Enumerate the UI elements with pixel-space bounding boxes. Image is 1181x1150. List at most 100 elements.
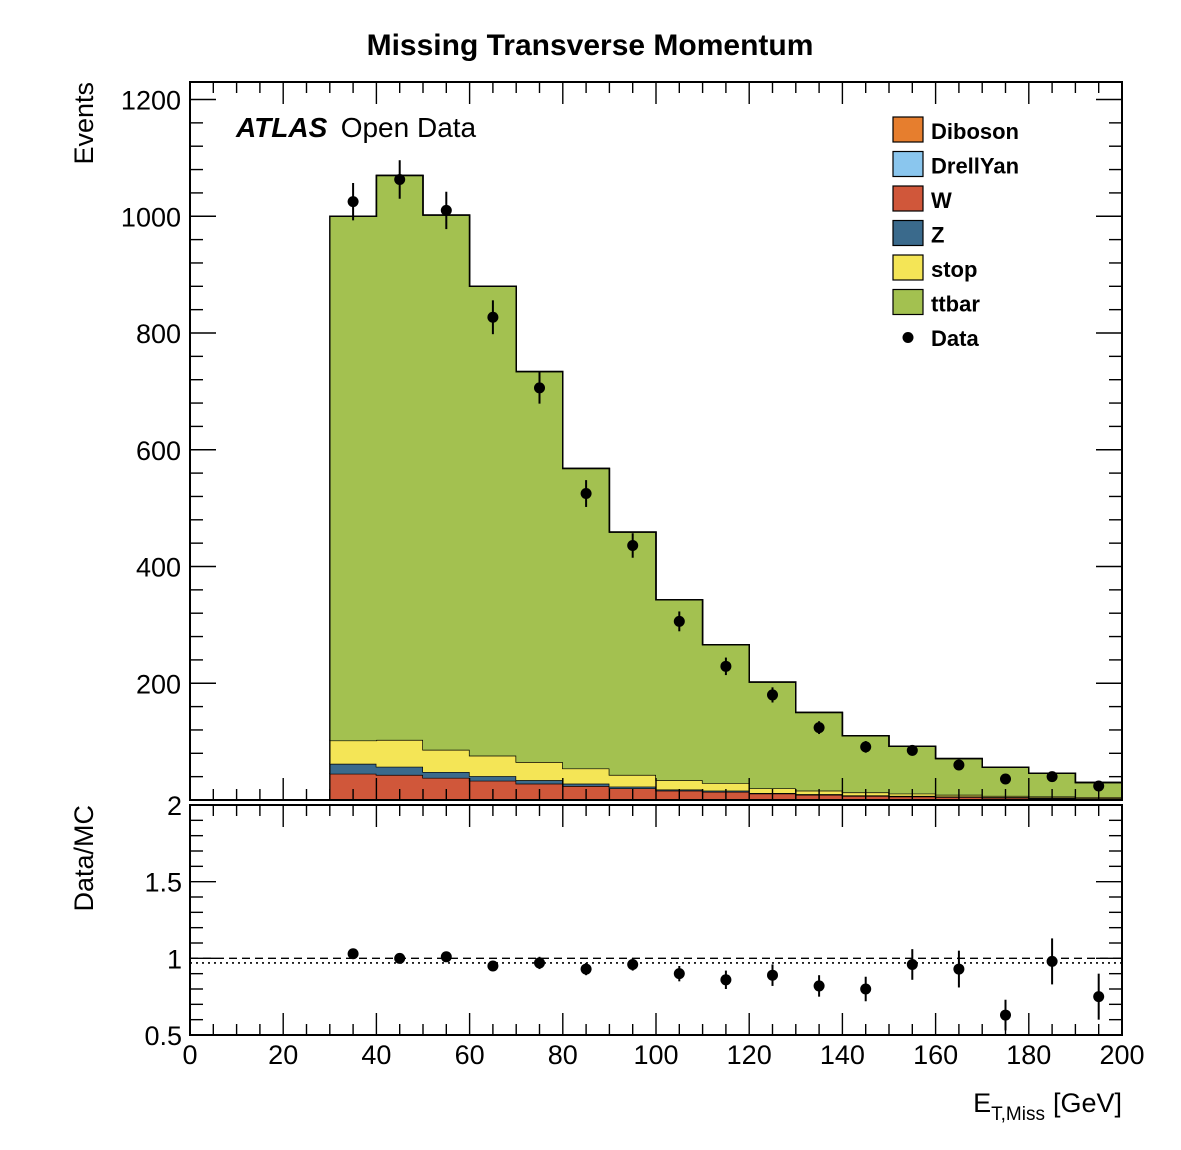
data-marker	[813, 722, 825, 734]
data-point	[1000, 773, 1011, 785]
ratio-marker	[673, 968, 685, 980]
ratio-marker	[347, 948, 359, 960]
x-axis-label-symbol: E	[973, 1088, 991, 1118]
legend-swatch	[892, 219, 924, 247]
y-tick-label: 600	[136, 436, 181, 466]
legend-label: Diboson	[931, 119, 1019, 144]
stack-outline-diboson	[329, 174, 1122, 784]
ratio-point	[1000, 999, 1011, 1031]
ratio-marker	[860, 983, 872, 995]
legend-marker	[902, 332, 914, 343]
data-point	[767, 687, 778, 703]
x-tick-label: 200	[1099, 1040, 1144, 1070]
data-points	[347, 160, 1105, 792]
ratio-marker	[953, 963, 965, 975]
y-axis-label-top: Events	[69, 82, 99, 165]
ratio-frame	[189, 804, 1123, 1036]
ratio-marker	[534, 957, 545, 969]
ratio-marker	[1046, 955, 1058, 967]
legend-swatch	[892, 150, 924, 178]
data-point	[440, 191, 452, 230]
ratio-marker	[627, 958, 639, 970]
data-point	[1046, 771, 1058, 783]
atlas-label-text: Open Data	[341, 112, 477, 143]
data-marker	[860, 741, 872, 753]
data-marker	[627, 539, 639, 551]
x-tick-label: 0	[182, 1040, 197, 1070]
stack-series-ttbar	[329, 174, 1123, 798]
data-marker	[1000, 773, 1011, 785]
ratio-point	[1046, 938, 1058, 985]
x-tick-label: 40	[361, 1040, 391, 1070]
data-point	[534, 372, 545, 404]
stack-area-stop	[329, 739, 1122, 799]
ratio-y-tick-label: 0.5	[144, 1021, 182, 1051]
data-marker	[720, 660, 732, 672]
ratio-marker	[767, 969, 778, 981]
data-marker	[440, 204, 452, 216]
data-marker	[767, 689, 778, 701]
stack-area-ttbar	[329, 175, 1122, 798]
data-marker	[347, 196, 359, 208]
ratio-points	[347, 938, 1105, 1031]
data-point	[906, 744, 918, 756]
data-point	[580, 480, 592, 507]
legend-item-drellyan: DrellYan	[892, 150, 1019, 179]
data-point	[720, 657, 732, 676]
ratio-marker	[1000, 1009, 1011, 1021]
ratio-marker	[580, 963, 592, 975]
legend-label: Data	[931, 326, 979, 351]
x-tick-label: 120	[727, 1040, 772, 1070]
ratio-point	[394, 952, 406, 964]
ratio-marker	[440, 951, 452, 963]
legend-swatch	[892, 116, 924, 143]
data-marker	[580, 488, 592, 500]
data-point	[860, 741, 872, 753]
ratio-point	[627, 958, 639, 971]
data-point	[953, 759, 965, 771]
x-axis-label-subscript: T,Miss	[991, 1104, 1045, 1125]
legend-item-diboson: Diboson	[892, 116, 1019, 144]
atlas-label: ATLAS Open Data	[235, 112, 477, 143]
data-point	[673, 611, 685, 632]
legend-swatch	[892, 254, 924, 281]
ratio-point	[720, 970, 732, 989]
x-tick-label: 20	[268, 1040, 298, 1070]
legend-label: W	[931, 188, 952, 213]
ratio-point	[906, 949, 918, 980]
ratio-point	[580, 962, 592, 976]
ratio-axes: 0.511.520 20 40 60 80 100 120 140 160 180 200	[144, 791, 1144, 1070]
data-point	[487, 300, 499, 335]
ratio-point	[860, 976, 872, 1002]
data-marker	[394, 173, 406, 185]
data-point	[347, 182, 359, 221]
y-tick-label: 400	[136, 553, 181, 583]
y-axis-label-ratio: Data/MC	[69, 805, 99, 912]
legend-item-stop: stop	[892, 254, 977, 282]
y-tick-label: 800	[136, 319, 181, 349]
atlas-label-bold: ATLAS	[235, 112, 328, 143]
data-marker	[1093, 780, 1105, 792]
x-tick-label: 140	[820, 1040, 865, 1070]
ratio-point	[953, 950, 965, 988]
ratio-marker	[487, 960, 499, 972]
x-tick-label: 180	[1006, 1040, 1051, 1070]
ratio-marker	[906, 958, 918, 970]
data-marker	[1046, 771, 1058, 783]
data-marker	[673, 615, 685, 627]
ratio-point	[534, 956, 545, 970]
legend-item-w: W	[892, 185, 952, 213]
ratio-point	[440, 951, 452, 963]
y-tick-label: 1000	[121, 202, 181, 232]
legend-label: DrellYan	[931, 154, 1019, 179]
legend-label: Z	[931, 223, 944, 248]
legend-item-ttbar: ttbar	[892, 288, 980, 317]
data-point	[813, 721, 825, 735]
ratio-marker	[813, 980, 825, 992]
data-marker	[906, 744, 918, 756]
ratio-point	[347, 948, 359, 960]
x-tick-label: 60	[455, 1040, 485, 1070]
chart-title: Missing Transverse Momentum	[367, 29, 814, 62]
y-tick-label: 200	[136, 669, 181, 699]
